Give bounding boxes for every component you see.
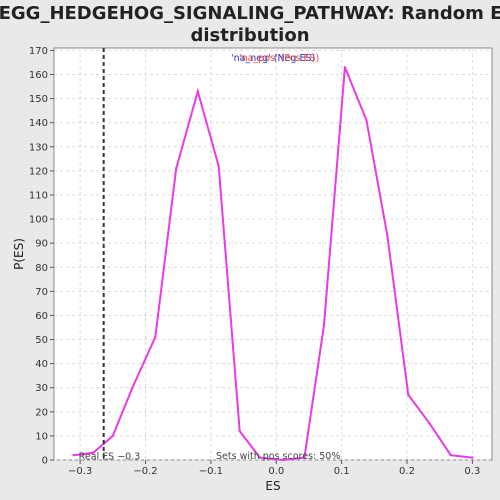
es-data-point — [196, 90, 200, 93]
x-tick-label: 0.2 — [399, 466, 415, 477]
chart-title-line2: distribution — [190, 25, 309, 46]
x-tick-label: 0.0 — [268, 466, 284, 477]
y-tick-label: 30 — [35, 383, 48, 394]
es-data-point — [72, 453, 75, 457]
grid-lines — [54, 48, 492, 461]
y-tick-label: 120 — [29, 166, 48, 177]
x-tick-label: −0.2 — [133, 466, 157, 477]
y-tick-label: 140 — [29, 118, 48, 129]
es-data-point — [281, 458, 285, 462]
es-data-point — [175, 167, 178, 170]
y-tick-label: 150 — [29, 94, 48, 105]
es-data-point — [154, 335, 157, 339]
y-tick-label: 40 — [35, 359, 48, 370]
plot-area — [53, 47, 493, 461]
real-es-label: Real ES −0.3 — [79, 452, 141, 463]
y-tick-label: 100 — [29, 215, 48, 226]
x-tick-label: 0.3 — [464, 466, 480, 477]
y-tick-label: 170 — [29, 46, 48, 57]
es-data-point — [471, 456, 474, 459]
es-data-point — [92, 451, 95, 454]
y-tick-label: 50 — [35, 335, 48, 346]
es-data-point — [217, 164, 220, 168]
y-tick-label: 110 — [29, 190, 48, 201]
y-tick-label: 70 — [35, 287, 48, 298]
x-axis-label: ES — [265, 479, 280, 493]
x-tick-label: −0.3 — [68, 466, 92, 477]
pos-scores-annotation: Sets with pos scores: 50% — [216, 451, 340, 462]
es-data-point — [428, 422, 432, 426]
es-data-point — [365, 119, 368, 122]
es-distribution-line — [73, 66, 473, 462]
y-tick-label: 10 — [35, 431, 48, 442]
y-tick-label: 20 — [35, 407, 48, 418]
x-tick-label: −0.1 — [199, 466, 223, 477]
es-data-point — [111, 434, 115, 438]
y-tick-label: 60 — [35, 311, 48, 322]
legend-pos-label: 'na_pos' (Pos ES) — [239, 53, 319, 64]
x-tick-label: 0.1 — [334, 466, 350, 477]
y-tick-label: 80 — [35, 263, 48, 274]
x-axis-ticks: −0.3 −0.2 −0.1 0.0 0.1 0.2 0.3 — [68, 460, 480, 477]
y-tick-label: 130 — [29, 142, 48, 153]
es-data-point — [322, 323, 326, 327]
y-tick-label: 90 — [35, 239, 48, 250]
es-data-point — [131, 386, 134, 389]
es-data-point — [303, 456, 306, 459]
y-axis-label: P(ES) — [12, 238, 26, 270]
es-distribution-points — [72, 66, 474, 462]
es-data-point — [407, 393, 410, 397]
y-axis-ticks: 0 10 20 30 40 50 60 70 80 90 100 110 120 130 140 150 160… — [29, 46, 54, 467]
es-data-point — [343, 66, 347, 69]
es-data-point — [386, 234, 389, 238]
legend-neg-label: 'na_neg' (Neg ES) — [231, 53, 315, 64]
y-tick-label: 0 — [42, 456, 48, 467]
es-data-point — [449, 453, 453, 457]
es-data-point — [238, 429, 241, 433]
y-tick-label: 160 — [29, 70, 48, 81]
chart-title-line1: KEGG_HEDGEHOG_SIGNALING_PATHWAY: Random … — [0, 3, 500, 24]
es-data-point — [258, 456, 262, 459]
